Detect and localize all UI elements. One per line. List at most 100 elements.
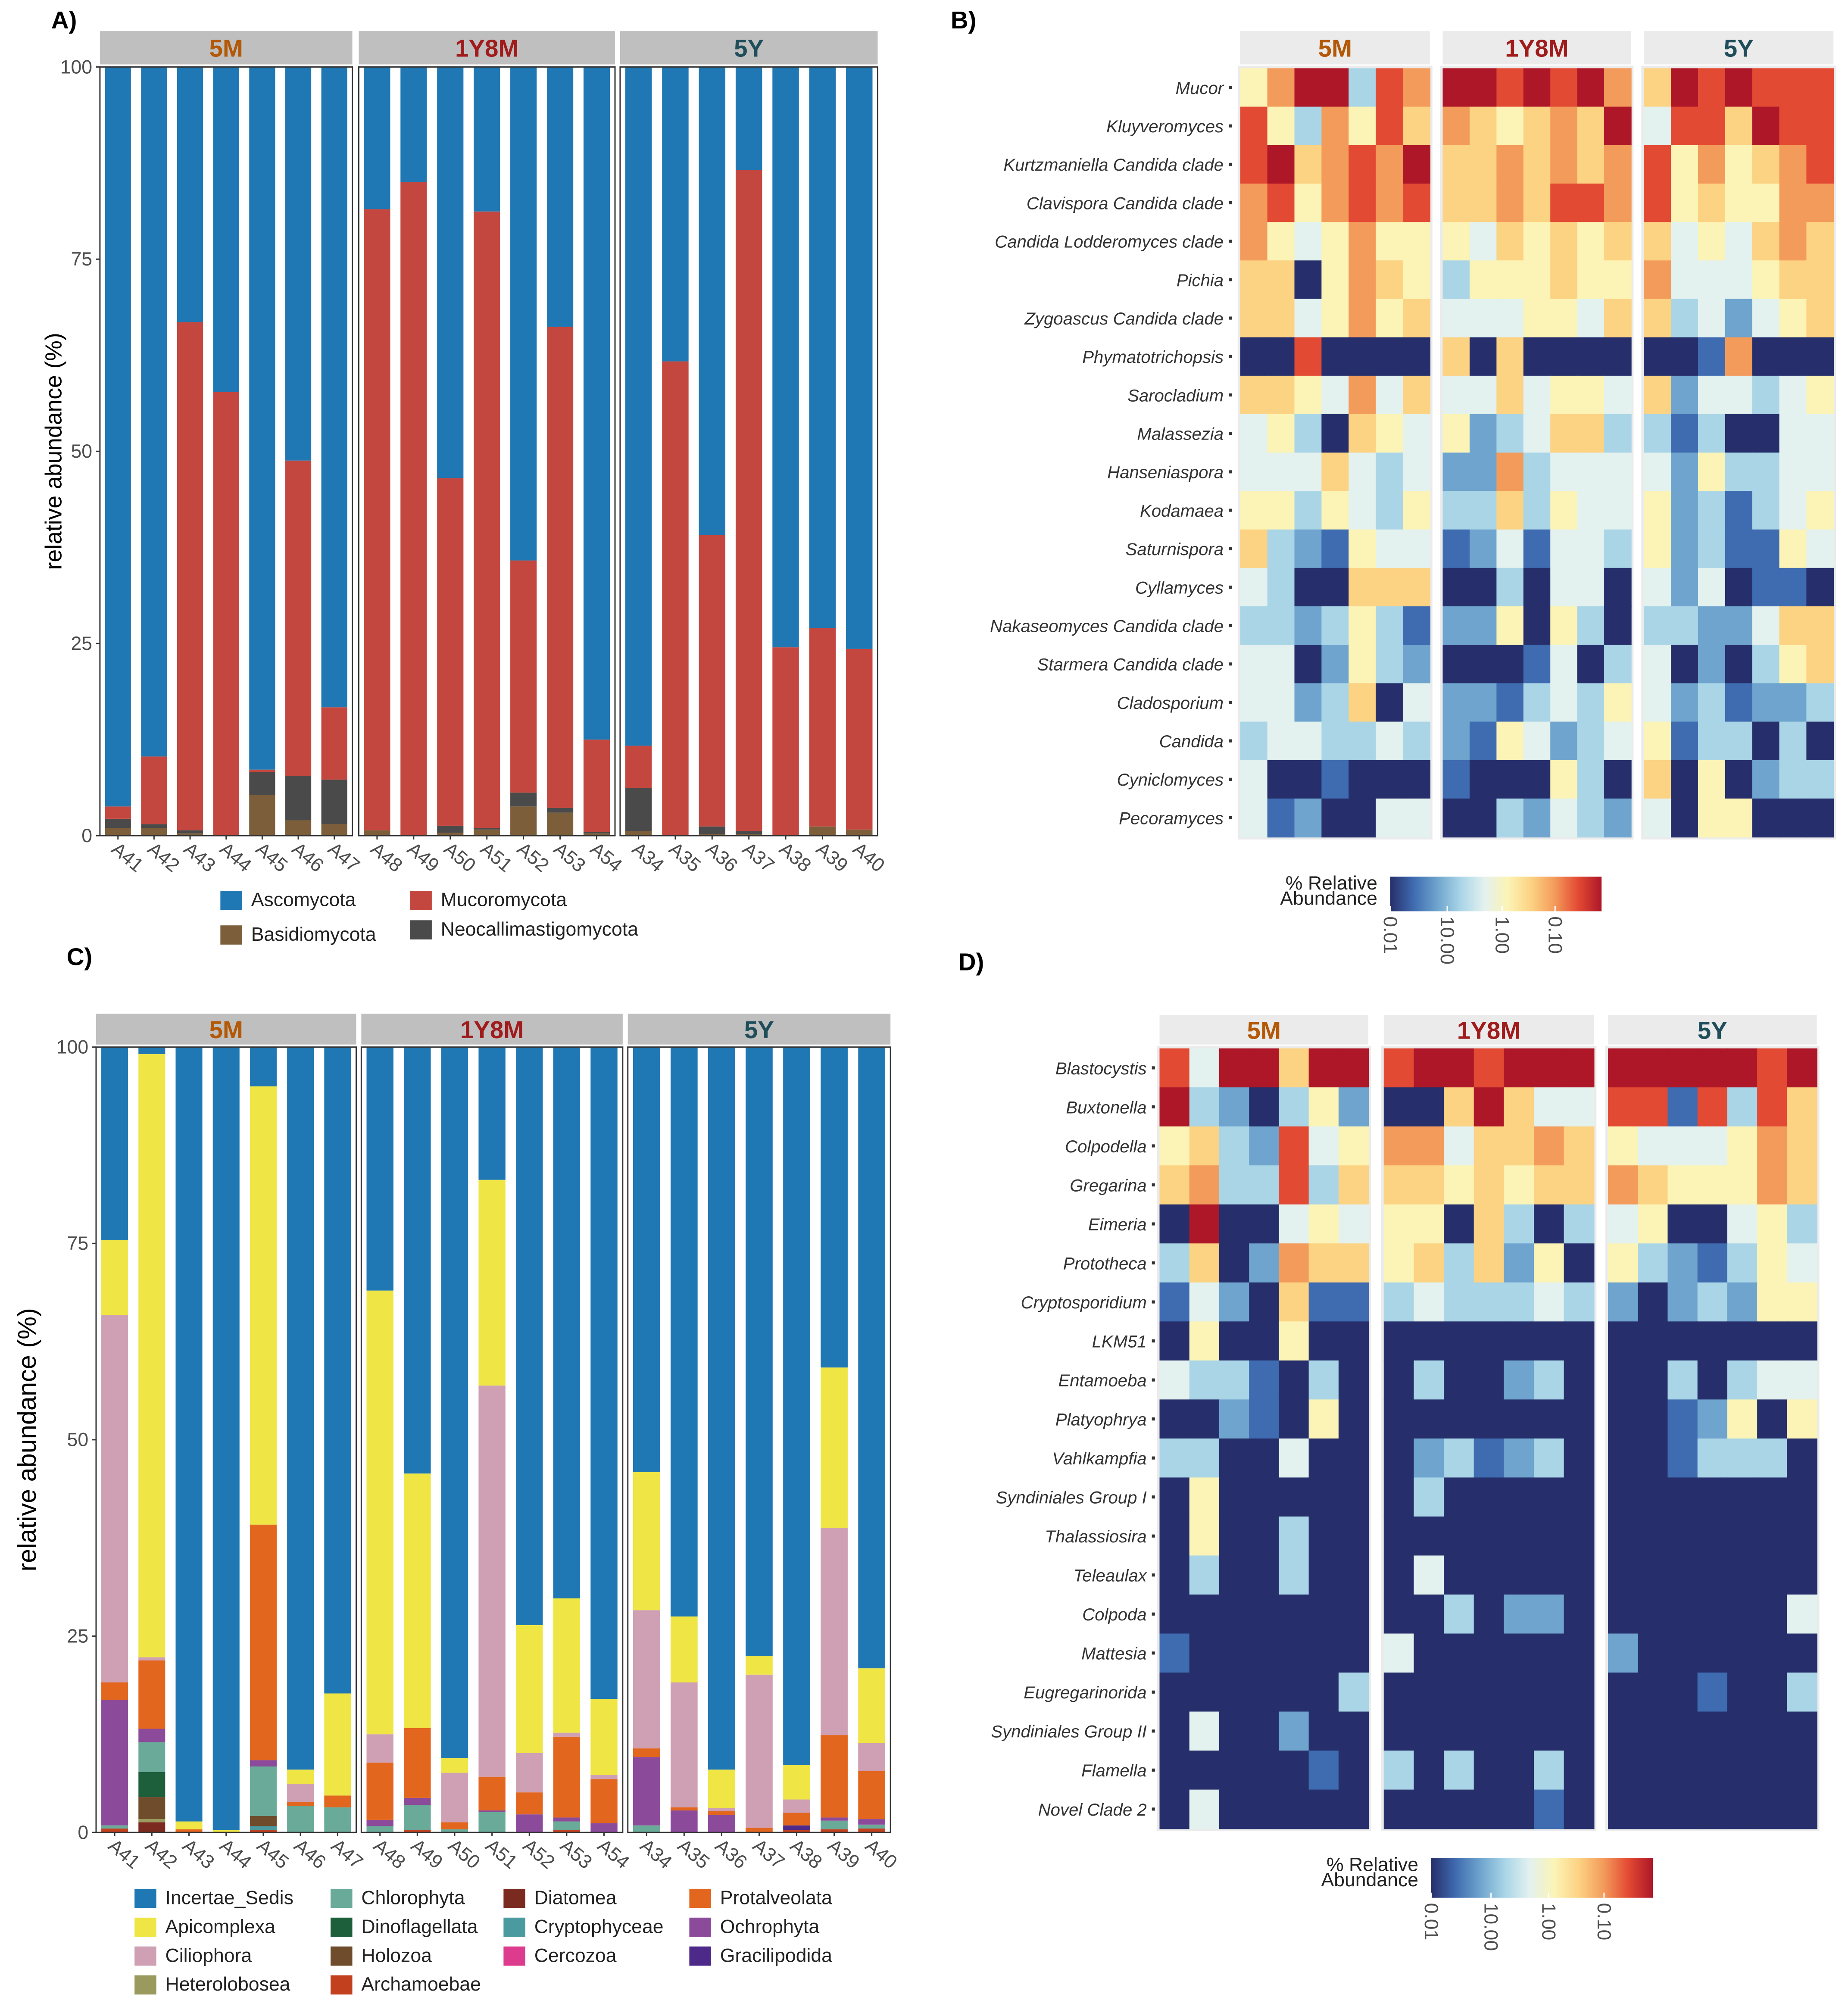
row-label: Candida [1159,732,1224,751]
panel-a-phylum-bar-chart: 5M 1Y8M 5Y 0 25 50 75 100 relative abundance (%)… [41,31,889,945]
heat-cell [1496,683,1524,722]
legend-label: Ochrophyta [720,1916,820,1937]
heat-cell [1667,1243,1698,1283]
heat-cell [1697,1282,1728,1322]
heat-cell [1550,645,1578,684]
legend-label: Cryptophyceae [534,1916,664,1937]
heat-cell [1534,1789,1564,1829]
y-tick-label: 100 [60,56,92,78]
bar-segment-incertae_sedis [708,1047,735,1770]
heat-cell [1779,798,1807,838]
y-tick-mark [1229,86,1232,89]
bar-segment-protalveolata [287,1801,314,1806]
heat-cell [1349,721,1377,761]
heat-cell [1604,568,1632,607]
heat-cell [1504,1595,1535,1634]
legend-label: Chlorophyta [361,1888,465,1909]
heat-cell [1240,106,1268,146]
legend-item: Ciliophora [134,1945,252,1966]
heat-cell [1727,1595,1758,1634]
heat-cell [1349,606,1377,646]
bar-segment-mucoromycota [772,647,799,836]
heat-cell [1604,645,1632,684]
bar-segment-mucoromycota [547,327,574,808]
heat-cell [1779,145,1807,184]
bar-segment-archamoebae [101,1828,128,1833]
legend-label: Dinoflagellata [361,1916,478,1937]
bar-segment-ciliophora [441,1773,468,1823]
bar-A38 [772,67,799,836]
heat-cell [1249,1438,1280,1478]
heat-cell [1523,414,1551,453]
heat-cell [1402,414,1430,453]
bar-segment-ciliophora [858,1743,885,1771]
y-tick-mark [1152,1417,1155,1421]
heat-cell [1779,414,1807,453]
bar-segment-ochrophyta [478,1810,506,1812]
y-tick-mark [1229,585,1232,589]
heat-cell [1383,1673,1414,1712]
heat-cell [1189,1204,1220,1244]
heat-cell [1321,183,1349,223]
heat-cell [1779,260,1807,300]
heat-cell [1383,1165,1414,1205]
bar-segment-archamoebae [821,1829,848,1833]
heat-cell [1496,798,1524,838]
heat-cell [1402,375,1430,415]
heat-cell [1604,606,1632,646]
heat-cell [1697,1048,1728,1088]
heat-cell [1219,1087,1250,1127]
y-tick-mark [1152,1183,1155,1187]
heat-cell [1564,1595,1595,1634]
legend-swatch [503,1888,525,1908]
heat-cell [1523,491,1551,530]
heat-cell [1698,606,1726,646]
bar-segment-ascomycota [141,67,167,757]
heat-cell [1757,1282,1788,1322]
heat-cell [1638,1595,1668,1634]
heat-cell [1806,721,1834,761]
row-label: Hanseniaspora [1107,463,1224,482]
bar-segment-heterolobosea [138,1819,165,1823]
heat-cell [1249,1204,1280,1244]
heat-cell [1383,1399,1414,1439]
heat-cell [1444,1087,1474,1127]
bar-segment-basidiomycota [177,833,203,836]
bar-segment-basidiomycota [510,806,537,836]
x-tick-label: A40 [849,838,889,877]
bar-segment-ascomycota [400,67,427,182]
colorbar-tick-label: 10.00 [1480,1903,1502,1951]
heat-cell [1496,68,1524,107]
heat-cell [1779,299,1807,338]
bar-A43 [175,1047,203,1833]
heat-cell [1469,414,1497,453]
heat-cell [1564,1321,1595,1361]
heat-cell [1806,683,1834,722]
heat-cell [1698,721,1726,761]
heat-cell [1308,1399,1339,1439]
bar-segment-ochrophyta [708,1815,735,1833]
y-tick-mark [1152,1768,1155,1772]
heat-cell [1189,1789,1220,1829]
heat-cell [1474,1321,1505,1361]
heat-cell [1267,760,1295,799]
heat-cell [1806,760,1834,799]
heat-cell [1727,1360,1758,1400]
row-label: Novel Clade 2 [1038,1800,1147,1819]
heat-cell [1752,183,1780,223]
heat-cell [1308,1048,1339,1088]
panel-label-a: A) [51,6,77,34]
heat-cell [1564,1477,1595,1517]
heat-cell [1725,145,1753,184]
heat-cell [1534,1126,1564,1166]
facet-panel-border [627,1046,891,1833]
heat-cell [1787,1165,1817,1205]
heat-cell [1779,721,1807,761]
bar-segment-gracilipodida [783,1825,810,1830]
heat-cell [1267,375,1295,415]
bar-segment-mucoromycota [699,535,726,827]
heat-cell [1321,760,1349,799]
heat-cell [1267,183,1295,223]
heat-cell [1638,1789,1668,1829]
heat-cell [1697,1555,1728,1595]
